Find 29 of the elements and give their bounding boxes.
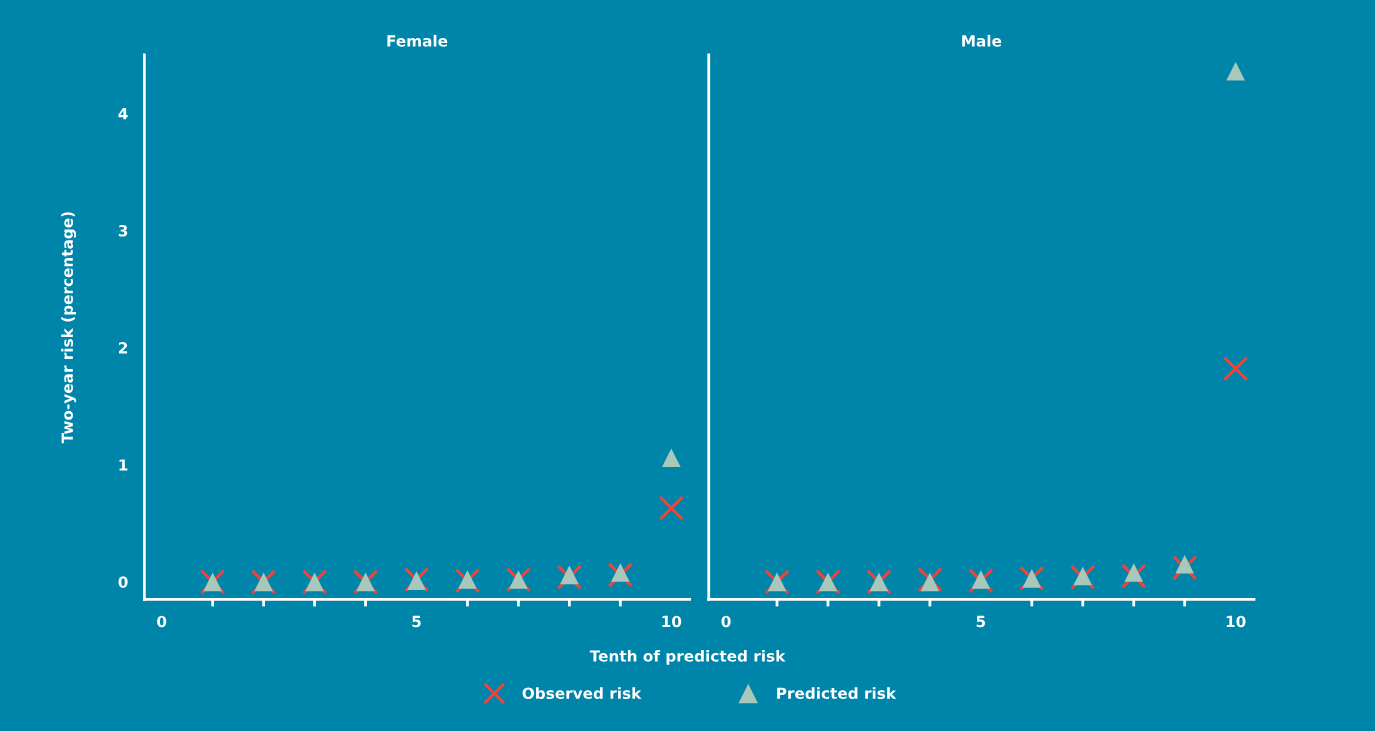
y-tick-label: 1	[119, 459, 128, 471]
legend-label: Observed risk	[522, 687, 642, 700]
x-tick-label: 10	[1226, 615, 1246, 628]
chart-title: Female	[387, 34, 448, 47]
x-axis-title: Tenth of predicted risk	[589, 649, 786, 665]
point	[407, 571, 426, 590]
y-tick-label: 4	[118, 108, 128, 120]
point	[1226, 61, 1245, 81]
y-axis-title: Two-year risk (percentage)	[61, 212, 77, 444]
point	[658, 495, 685, 521]
point	[611, 563, 630, 582]
x-tick-label: 5	[412, 615, 421, 628]
point	[1124, 563, 1144, 582]
y-tick-label: 3	[118, 224, 128, 237]
x-tick-label: 0	[721, 615, 731, 628]
point	[661, 448, 681, 468]
point	[1222, 355, 1249, 382]
point	[920, 572, 940, 592]
point	[560, 565, 579, 585]
y-tick-label: 2	[118, 342, 128, 354]
x-tick-label: 5	[976, 615, 986, 628]
point	[458, 570, 477, 589]
x-tick-label: 10	[662, 615, 682, 628]
x-tick-label: 0	[157, 615, 167, 628]
legend-label: Predicted risk	[777, 687, 897, 700]
point	[971, 570, 991, 589]
y-tick-label: 0	[118, 576, 128, 588]
point	[1175, 554, 1195, 574]
chart-title: Male	[962, 34, 1002, 47]
